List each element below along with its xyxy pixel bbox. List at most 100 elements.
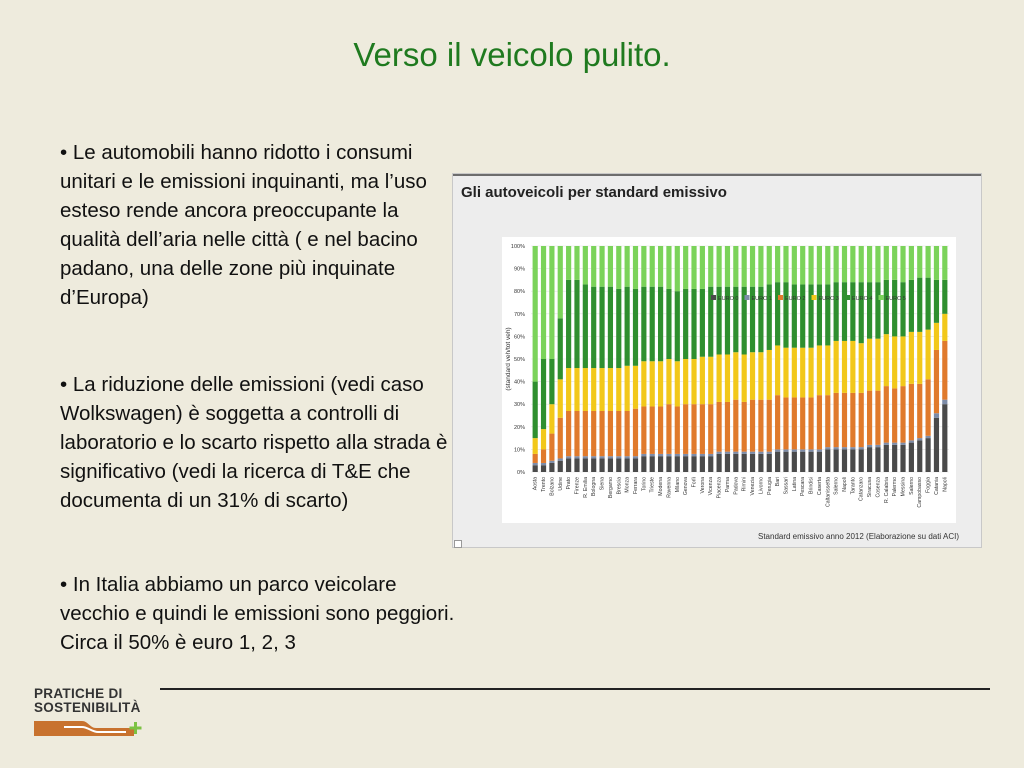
bar-segment: [716, 401, 722, 452]
bar-segment: [783, 397, 789, 450]
bar-segment: [724, 453, 731, 472]
bar-segment: [866, 444, 873, 448]
bar-segment: [733, 399, 739, 452]
bar-segment: [775, 395, 781, 450]
bar-segment: [540, 462, 547, 466]
bar-segment: [900, 386, 906, 443]
bar-segment: [616, 368, 622, 411]
bar-segment: [582, 458, 588, 472]
x-tick-label: Modena: [658, 477, 664, 496]
bar-segment: [775, 246, 781, 283]
bar-segment: [708, 453, 714, 457]
bar-segment: [875, 390, 881, 445]
bar-segment: [657, 286, 664, 362]
x-tick-label: Bergamo: [608, 477, 614, 498]
bar-segment: [825, 395, 831, 448]
x-tick-label: Padova: [733, 477, 739, 495]
bar-segment: [917, 438, 923, 441]
bar-segment: [850, 447, 856, 450]
x-tick-label: Forlì: [692, 476, 698, 487]
bar-segment: [699, 453, 705, 457]
bar-segment: [933, 413, 940, 418]
bar-segment: [942, 404, 948, 472]
y-tick-label: 40%: [514, 380, 525, 386]
bar-segment: [616, 246, 622, 289]
bar-segment: [532, 465, 538, 472]
bar-segment: [733, 246, 739, 287]
bar-segment: [749, 352, 756, 400]
bar-segment: [800, 284, 806, 348]
bar-segment: [942, 399, 948, 405]
x-tick-label: Messina: [901, 477, 907, 496]
slide-anchor-icon: [454, 540, 462, 548]
x-tick-label: Genova: [683, 477, 689, 495]
bar-segment: [674, 456, 680, 472]
legend-label: EURO 1: [752, 296, 772, 302]
bar-segment: [674, 406, 680, 454]
bar-segment: [775, 282, 781, 346]
bar-segment: [733, 451, 739, 454]
bar-segment: [566, 410, 572, 457]
x-tick-label: Udine: [558, 477, 564, 491]
bar-segment: [683, 453, 689, 457]
x-tick-label: Trento: [541, 477, 547, 492]
x-tick-label: Milano: [675, 477, 681, 492]
bar-segment: [699, 404, 705, 454]
bar-segment: [858, 392, 864, 448]
x-tick-label: Caltanissetta: [825, 477, 831, 507]
bar-segment: [866, 390, 873, 445]
bar-segment: [900, 336, 906, 387]
bar-segment: [808, 397, 814, 450]
legend-label: EURO 2: [785, 296, 805, 302]
bar-segment: [540, 359, 547, 430]
bar-segment: [841, 449, 848, 472]
bar-segment: [908, 246, 914, 280]
bar-segment: [616, 288, 622, 369]
bullet-item: • La riduzione delle emissioni (vedi cas…: [60, 373, 448, 512]
bar-segment: [591, 286, 597, 369]
bar-segment: [532, 246, 538, 382]
x-tick-label: Palermo: [892, 477, 898, 496]
bar-segment: [825, 246, 831, 285]
bar-segment: [741, 286, 747, 355]
bar-segment: [641, 406, 647, 454]
bar-segment: [724, 401, 731, 452]
bar-segment: [591, 246, 597, 287]
bar-segment: [607, 456, 614, 459]
y-tick-label: 90%: [514, 267, 525, 273]
bar-segment: [833, 340, 839, 393]
bar-segment: [900, 442, 906, 445]
bar-segment: [942, 340, 948, 400]
bar-segment: [649, 361, 655, 407]
bar-segment: [532, 462, 538, 466]
bar-segment: [892, 444, 898, 472]
bar-segment: [900, 444, 906, 472]
bar-segment: [557, 246, 563, 319]
bar-segment: [925, 246, 931, 278]
bar-segment: [791, 347, 797, 398]
stacked-bar-chart: 0% 10% 20% 30% 40% 50% 60% 70% 80% 90% 100% (standa…: [502, 237, 956, 523]
bar-segment: [908, 331, 914, 384]
bar-segment: [800, 449, 806, 452]
bar-segment: [775, 345, 781, 396]
bar-segment: [908, 442, 914, 472]
bar-segment: [691, 246, 697, 289]
bar-segment: [816, 449, 823, 452]
bar-segment: [599, 458, 605, 472]
bar-segment: [641, 286, 647, 362]
bar-segment: [900, 246, 906, 283]
bar-segment: [624, 286, 630, 366]
bar-segment: [699, 456, 705, 472]
x-tick-label: Latina: [792, 477, 798, 491]
x-tick-label: Taranto: [850, 477, 856, 494]
bar-segment: [641, 246, 647, 287]
bar-segment: [858, 447, 864, 450]
bar-segment: [574, 279, 580, 369]
bar-segment: [833, 449, 839, 472]
bar-segment: [841, 340, 848, 393]
bar-segment: [917, 246, 923, 278]
bar-segment: [557, 458, 563, 461]
y-tick-label: 10%: [514, 447, 525, 453]
legend-swatch: [711, 295, 716, 300]
x-tick-label: Siena: [600, 477, 606, 490]
